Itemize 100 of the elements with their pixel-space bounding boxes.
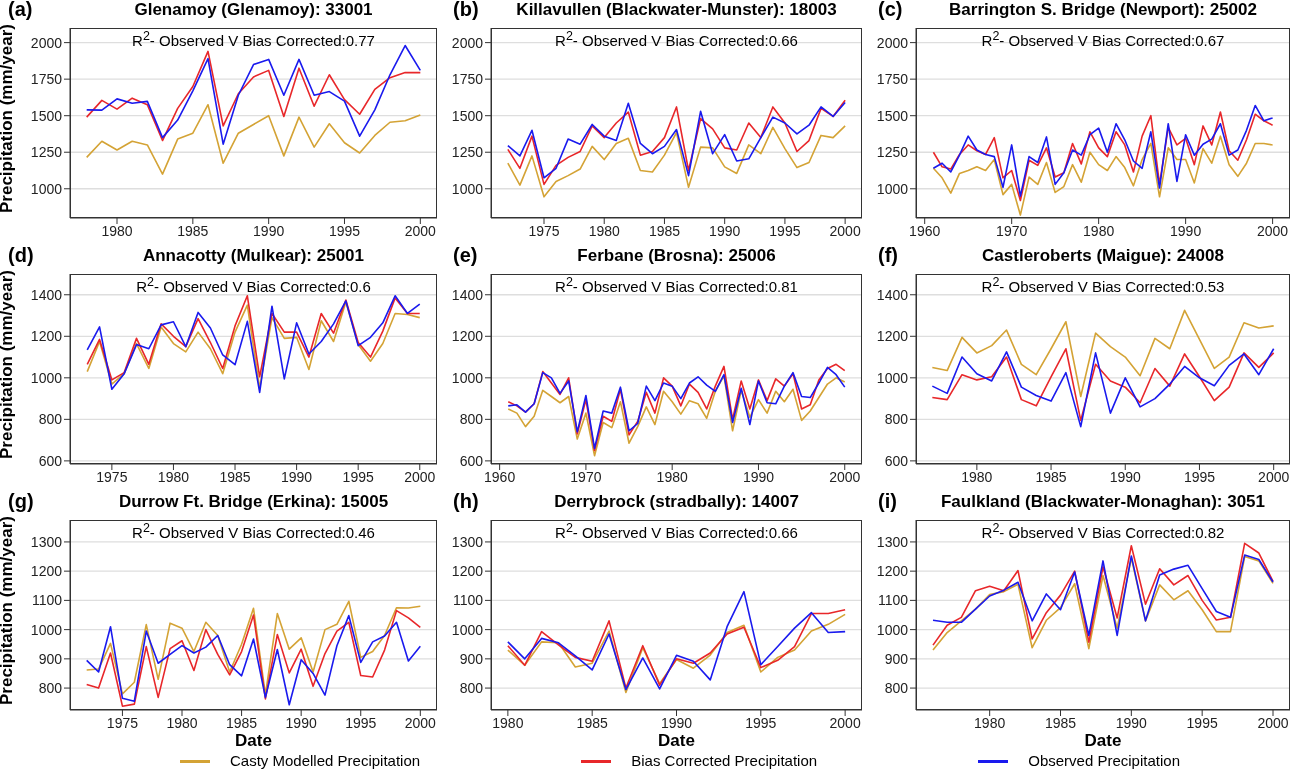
y-tick-label: 1750 xyxy=(30,71,63,88)
annotation: R$^{2}$- Observed V Bias Corrected:0.66 xyxy=(554,29,799,49)
y-tick-label: 1000 xyxy=(876,621,909,638)
x-axis-title: Date xyxy=(235,731,272,750)
x-tick-label: 1960 xyxy=(484,468,516,485)
legend-label: Observed Precipitation xyxy=(1028,752,1180,770)
line-series xyxy=(932,554,1274,637)
x-tick-label: 1975 xyxy=(528,222,560,239)
x-tick-label: 2000 xyxy=(829,222,861,239)
y-tick-label: 1300 xyxy=(876,533,909,550)
y-tick-label: 800 xyxy=(38,411,63,428)
y-tick-label: 1750 xyxy=(876,71,909,88)
annotation: R$^{2}$- Observed V Bias Corrected:0.77 xyxy=(131,29,376,49)
y-tick-label: 800 xyxy=(884,411,909,428)
x-tick-label: 1980 xyxy=(492,714,524,731)
y-tick-label: 1500 xyxy=(876,107,909,124)
line-series xyxy=(932,135,1274,216)
y-tick-label: 2000 xyxy=(451,34,484,51)
x-tick-label: 1980 xyxy=(588,222,621,239)
x-tick-label: 1970 xyxy=(996,222,1028,239)
x-tick-label: 1995 xyxy=(345,714,377,731)
annotation: R$^{2}$- Observed V Bias Corrected:0.66 xyxy=(554,521,799,541)
text: (h) xyxy=(453,490,479,513)
line-series xyxy=(85,600,422,696)
x-tick-label: 2000 xyxy=(1258,468,1290,485)
line-series xyxy=(507,125,846,198)
x-tick-label: 1980 xyxy=(656,468,688,485)
y-tick-label: 1750 xyxy=(451,71,484,88)
y-tick-label: 1000 xyxy=(876,180,909,197)
x-tick-label: 1975 xyxy=(106,714,139,731)
x-tick-label: 1990 xyxy=(1115,714,1148,731)
line-series xyxy=(85,103,422,175)
x-tick-label: 1985 xyxy=(219,468,251,485)
x-tick-label: 1980 xyxy=(1083,222,1115,239)
x-tick-label: 1995 xyxy=(745,714,777,731)
line-series xyxy=(931,309,1275,398)
y-tick-label: 1250 xyxy=(30,144,63,161)
text: (f) xyxy=(878,244,898,267)
x-tick-label: 1990 xyxy=(660,714,693,731)
y-axis-title: Precipitation (mm/year) xyxy=(0,270,17,459)
x-tick-label: 1980 xyxy=(166,714,198,731)
chart-title: Castleroberts (Maigue): 24008 xyxy=(981,246,1225,266)
y-tick-label: 900 xyxy=(884,650,909,667)
y-tick-label: 1200 xyxy=(876,563,909,580)
line-series xyxy=(507,374,846,457)
x-tick-label: 1990 xyxy=(281,468,313,485)
x-tick-label: 1990 xyxy=(1170,222,1202,239)
x-tick-label: 1985 xyxy=(226,714,258,731)
y-tick-label: 900 xyxy=(38,650,63,667)
x-axis-title: Date xyxy=(1084,731,1122,750)
y-tick-label: 1100 xyxy=(31,592,63,609)
x-tick-label: 2000 xyxy=(829,714,861,731)
x-tick-label: 1980 xyxy=(157,468,190,485)
y-tick-label: 800 xyxy=(459,680,484,697)
chart-title: Faulkland (Blackwater-Monaghan): 3051 xyxy=(940,492,1266,512)
x-tick-label: 1980 xyxy=(961,468,993,485)
x-tick-label: 1970 xyxy=(570,468,602,485)
legend-label: Casty Modelled Precipitation xyxy=(230,752,421,770)
y-tick-label: 600 xyxy=(38,452,63,469)
x-tick-label: 1995 xyxy=(1183,468,1216,485)
y-tick-label: 1400 xyxy=(451,286,484,303)
x-tick-label: 2000 xyxy=(404,468,436,485)
y-tick-label: 1200 xyxy=(451,328,484,345)
y-tick-label: 1400 xyxy=(30,286,63,303)
y-axis-title: Precipitation (mm/year) xyxy=(0,516,17,705)
x-tick-label: 2000 xyxy=(404,222,437,239)
x-tick-label: 1985 xyxy=(177,222,209,239)
line-series xyxy=(932,542,1274,646)
x-tick-label: 1985 xyxy=(648,222,681,239)
line-series xyxy=(507,590,846,691)
y-tick-label: 900 xyxy=(459,650,484,667)
y-tick-label: 1250 xyxy=(876,144,909,161)
annotation: R$^{2}$- Observed V Bias Corrected:0.6 xyxy=(135,275,372,295)
y-tick-label: 1000 xyxy=(451,180,484,197)
text: (a) xyxy=(8,0,33,21)
y-tick-label: 800 xyxy=(459,411,484,428)
legend-label: Bias Corrected Precipitation xyxy=(631,752,818,770)
x-tick-label: 1985 xyxy=(576,714,608,731)
y-tick-label: 1300 xyxy=(30,533,63,550)
chart-title: Annacotty (Mulkear): 25001 xyxy=(141,246,366,266)
x-tick-label: 1960 xyxy=(909,222,941,239)
x-tick-label: 1985 xyxy=(1035,468,1067,485)
x-tick-label: 1990 xyxy=(709,222,741,239)
y-tick-label: 1400 xyxy=(876,286,909,303)
x-tick-label: 1980 xyxy=(101,222,133,239)
y-tick-label: 1100 xyxy=(452,592,484,609)
x-axis-title: Date xyxy=(658,731,695,750)
x-tick-label: 1990 xyxy=(1109,468,1142,485)
annotation: R$^{2}$- Observed V Bias Corrected:0.82 xyxy=(980,521,1226,541)
annotation: R$^{2}$- Observed V Bias Corrected:0.53 xyxy=(980,275,1226,295)
x-tick-label: 1995 xyxy=(328,222,361,239)
y-tick-label: 1300 xyxy=(451,533,484,550)
x-tick-label: 1995 xyxy=(342,468,374,485)
y-tick-label: 1000 xyxy=(30,180,63,197)
y-tick-label: 1000 xyxy=(876,369,909,386)
text: (i) xyxy=(878,490,897,513)
y-tick-label: 1000 xyxy=(30,369,63,386)
x-tick-label: 1995 xyxy=(1186,714,1218,731)
y-axis-title: Precipitation (mm/year) xyxy=(0,24,17,213)
x-tick-label: 1985 xyxy=(1044,714,1077,731)
